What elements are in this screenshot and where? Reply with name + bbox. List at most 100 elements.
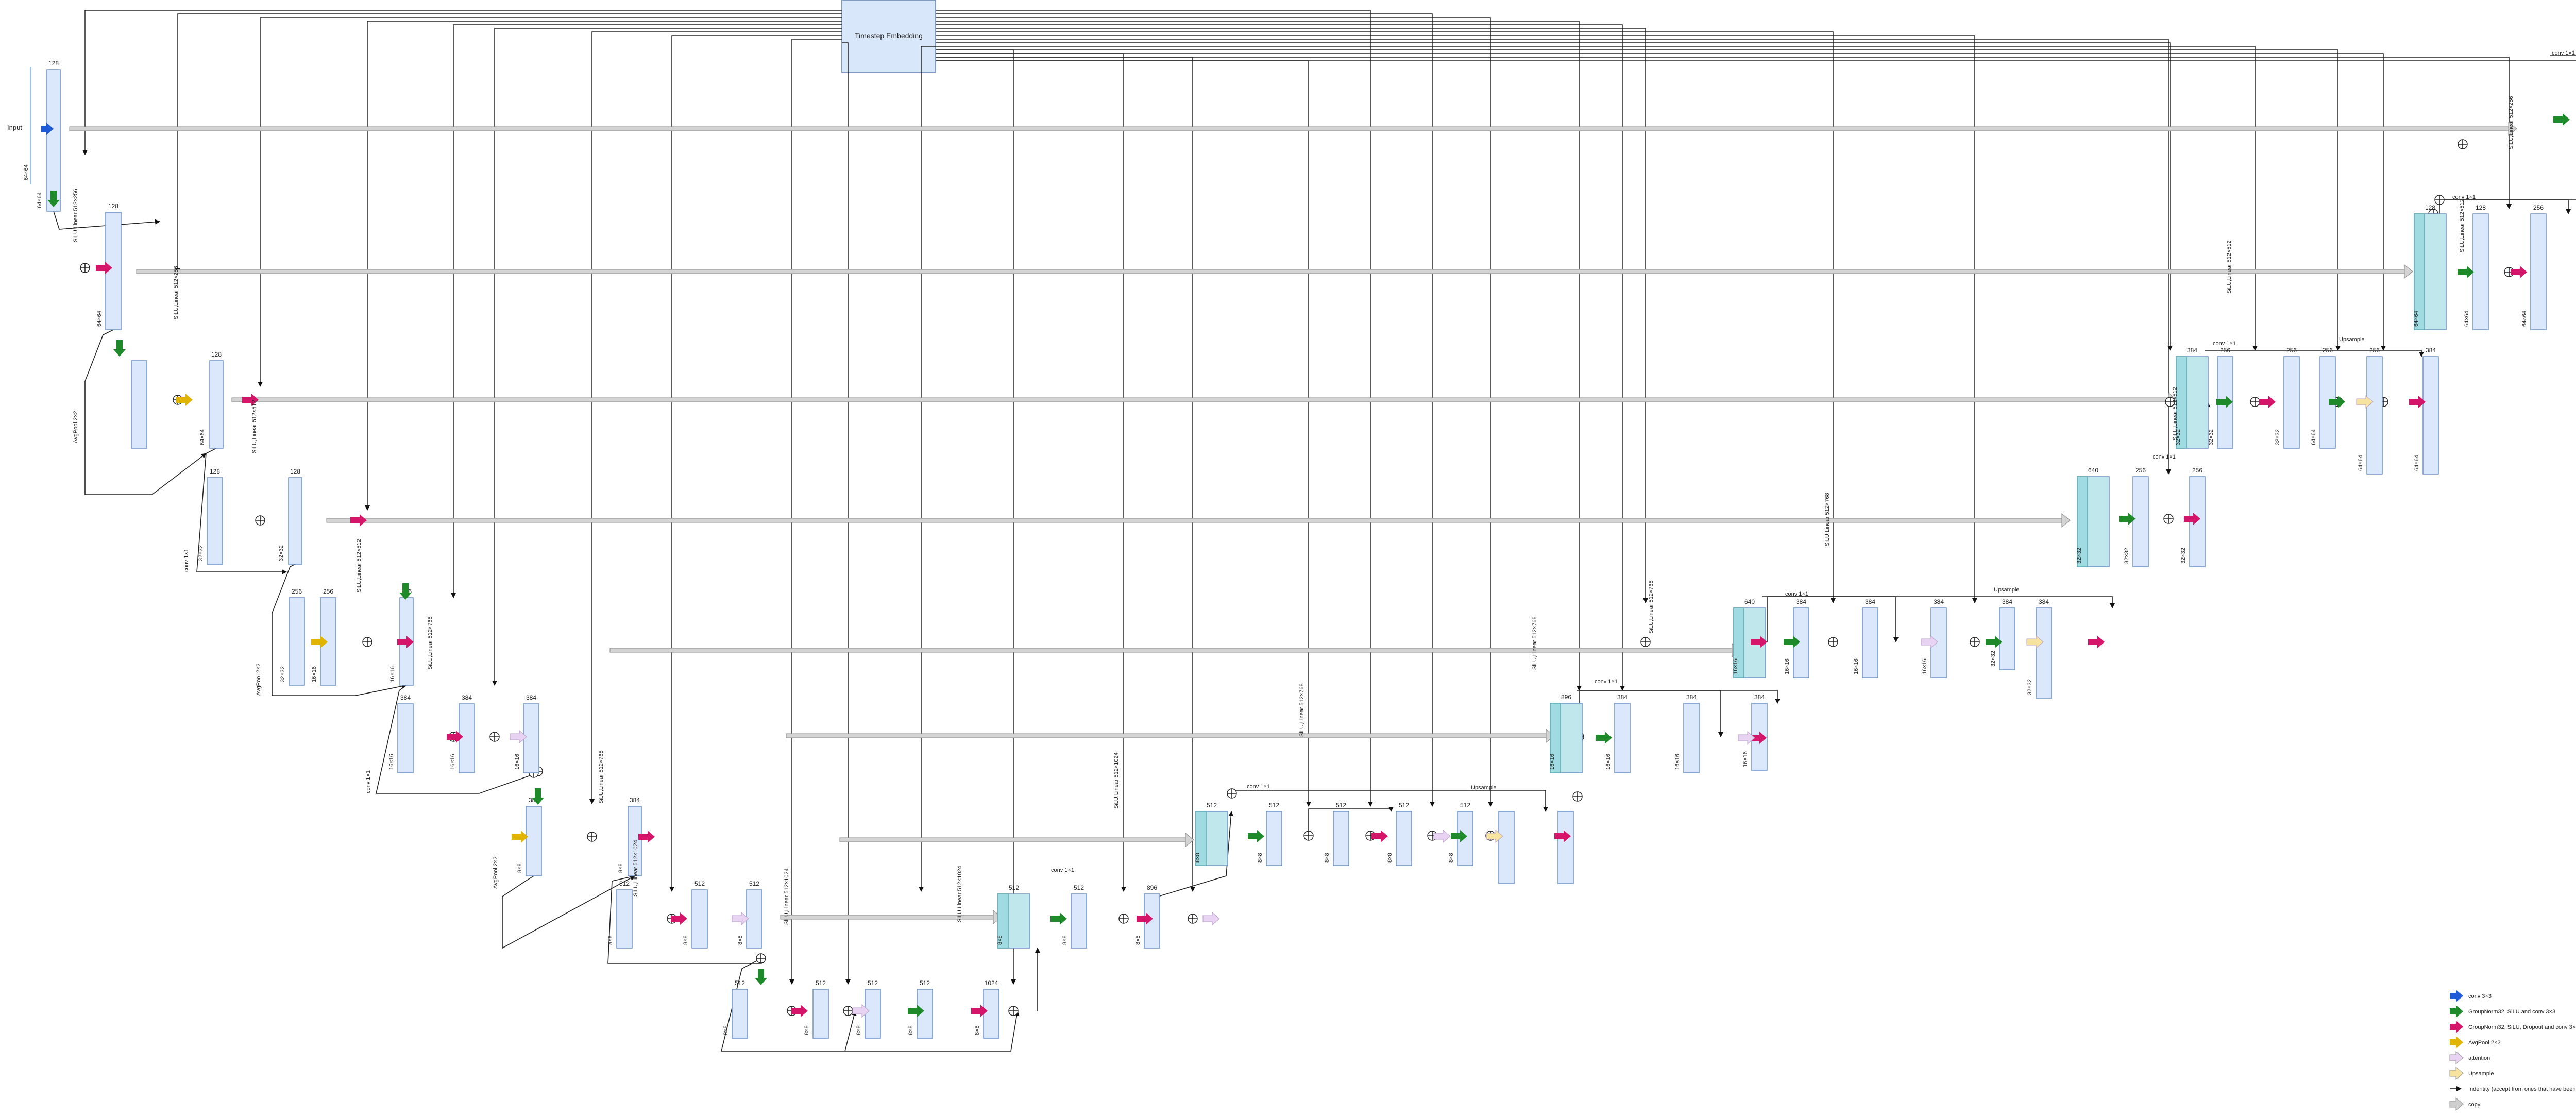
upsample-label: Upsample <box>1994 587 2020 593</box>
op-arrow <box>1596 732 1612 744</box>
feature-block: 128 64×64 <box>37 60 61 212</box>
feature-block: 384 16×16 <box>388 694 414 773</box>
identity-line <box>720 958 857 1052</box>
feature-block: 128 32×32 <box>278 468 302 565</box>
timestep-line <box>936 60 1311 807</box>
spatial-size: 16×16 <box>388 754 395 770</box>
timestep-line <box>258 17 842 387</box>
op-arrow <box>1137 912 1153 925</box>
op-arrow <box>113 340 126 357</box>
sum-node <box>1828 637 1838 647</box>
feature-block: 512 8×8 <box>997 884 1030 949</box>
conv-label: conv 1×1 <box>365 770 371 793</box>
channel-count: 128 <box>48 60 59 67</box>
conv-label: conv 1×1 <box>1051 867 1074 873</box>
feature-block: 128 64×64 <box>96 202 122 330</box>
op-arrow <box>512 831 528 843</box>
spatial-size: 16×16 <box>1733 658 1739 674</box>
legend-item: GroupNorm32, SiLU and conv 3×3 <box>2450 1005 2555 1018</box>
op-arrow <box>2329 396 2345 408</box>
feature-block: 128 32×32 <box>198 468 223 565</box>
spatial-size: 64×64 <box>2521 311 2528 327</box>
spatial-size: 8×8 <box>723 1025 729 1035</box>
channel-count: 1024 <box>985 979 998 987</box>
copy-arrow <box>780 909 1002 925</box>
feature-block: 512 8×8 <box>908 979 933 1039</box>
spatial-size: 8×8 <box>908 1025 914 1035</box>
op-arrow <box>2026 635 2044 649</box>
spatial-size: 32×32 <box>278 545 284 561</box>
timestep-line <box>936 24 1625 691</box>
feature-block: 384 16×16 <box>1674 694 1700 773</box>
op-arrow <box>47 191 60 207</box>
timestep-line <box>936 57 1195 892</box>
conv-label: conv 1×1 <box>183 549 190 572</box>
sum-node <box>255 515 265 526</box>
spatial-size: 64×64 <box>37 192 43 208</box>
feature-block: 512 8×8 <box>1324 802 1349 866</box>
spatial-size: 32×32 <box>2275 429 2281 445</box>
identity-line <box>1577 690 1780 704</box>
channel-count: 384 <box>1754 694 1765 701</box>
channel-count: 256 <box>2192 467 2202 474</box>
feature-block: 512 8×8 <box>1062 884 1087 949</box>
spatial-size: 32×32 <box>2208 429 2214 445</box>
timestep-line <box>919 46 936 892</box>
spatial-size: 16×16 <box>311 666 317 682</box>
feature-block: 512 8×8 <box>804 979 829 1039</box>
channel-count: 256 <box>2533 204 2544 211</box>
op-arrow <box>399 583 412 600</box>
channel-count: 384 <box>400 694 411 701</box>
timestep-line <box>936 28 1648 603</box>
sum-node <box>2165 397 2175 407</box>
conv-label: conv 1×1 <box>2452 194 2476 200</box>
channel-count: 256 <box>2323 347 2333 354</box>
spatial-size: 32×32 <box>2027 679 2033 695</box>
copy-arrow <box>136 264 2413 279</box>
avgpool-label: AvgPool 2×2 <box>73 411 79 444</box>
timestep-line <box>936 49 1016 985</box>
legend-label: copy <box>2468 1102 2481 1108</box>
spatial-size: 8×8 <box>804 1025 810 1035</box>
conv-label: conv 1×1 <box>2213 341 2236 347</box>
channel-count: 384 <box>462 694 472 701</box>
op-arrow <box>1986 636 2002 648</box>
channel-count: 512 <box>1009 884 1019 891</box>
channel-count: 512 <box>735 979 745 987</box>
timestep-line <box>789 39 842 985</box>
timestep-line <box>589 31 842 804</box>
feature-block: 128 64×64 <box>2413 204 2447 330</box>
silu-linear-label: SiLU,Linear 512×512 <box>251 400 258 453</box>
sum-node <box>2163 514 2174 524</box>
op-arrow <box>397 636 414 648</box>
timestep-fanout-lines <box>82 10 2576 985</box>
spatial-size: 32×32 <box>280 666 286 682</box>
identity-line <box>845 1010 1020 1052</box>
spatial-size: 16×16 <box>1549 754 1555 770</box>
silu-linear-label: SiLU,Linear 512×256 <box>2508 96 2514 149</box>
channel-count: 256 <box>2369 347 2380 354</box>
spatial-size: 64×64 <box>199 429 206 445</box>
sum-node <box>489 732 500 742</box>
input-label: Input <box>7 124 22 131</box>
identity-line <box>272 564 407 696</box>
sum-node <box>2434 195 2445 205</box>
identity-line <box>53 211 160 230</box>
legend-item: Indentity (accept from ones that have be… <box>2450 1086 2576 1092</box>
sum-node <box>1188 914 1198 924</box>
timestep-embedding: Timestep Embedding <box>841 0 936 73</box>
spatial-size: 8×8 <box>1135 935 1141 945</box>
spatial-size: 32×32 <box>1990 651 1996 667</box>
timestep-line <box>936 17 1493 807</box>
silu-linear-label: SiLU,Linear 512×1024 <box>633 840 639 897</box>
operation-arrows <box>41 113 2570 1018</box>
spatial-size: 16×16 <box>389 666 396 682</box>
feature-block: 512 8×8 <box>737 880 762 949</box>
spatial-size: 64×64 <box>2464 311 2470 327</box>
op-arrow <box>2259 396 2276 408</box>
op-arrow <box>1050 912 1067 925</box>
timestep-line <box>936 53 1126 892</box>
spatial-size: 32×32 <box>2180 548 2187 564</box>
sum-node <box>1008 1006 1019 1016</box>
